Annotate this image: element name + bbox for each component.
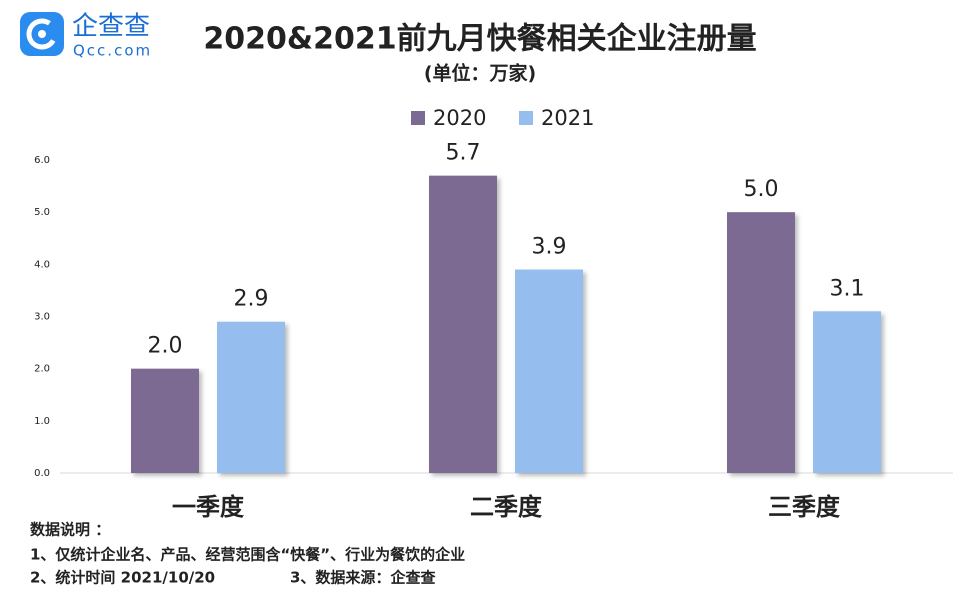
x-tick-label: 三季度 (768, 493, 841, 521)
bar (813, 311, 881, 473)
y-tick-label: 5.0 (34, 207, 50, 218)
x-tick-label: 一季度 (172, 493, 245, 521)
chart-subtitle: (单位：万家) (424, 62, 536, 85)
x-tick-label: 二季度 (470, 493, 543, 521)
y-tick-label: 2.0 (34, 364, 50, 375)
bar (429, 175, 497, 473)
logo-url: Qcc.com (73, 42, 152, 60)
value-label: 3.9 (532, 235, 567, 260)
note: 2、统计时间 2021/10/20 (30, 569, 215, 587)
value-label: 5.0 (744, 177, 779, 202)
y-tick-label: 0.0 (34, 468, 50, 479)
value-label: 5.7 (446, 141, 481, 166)
bar (727, 212, 795, 473)
note: 数据说明 ： (30, 521, 110, 539)
value-label: 2.0 (148, 334, 183, 359)
y-tick-label: 6.0 (34, 155, 50, 166)
legend-swatch (411, 111, 425, 125)
chart-title: 2020&2021前九月快餐相关企业注册量 (203, 22, 756, 57)
bar (131, 368, 199, 473)
bar (515, 269, 583, 473)
note: 3、数据来源：企查查 (290, 569, 436, 587)
y-tick-label: 4.0 (34, 259, 50, 270)
legend-label: 2020 (433, 106, 486, 130)
value-label: 2.9 (234, 287, 269, 312)
y-tick-label: 3.0 (34, 312, 50, 323)
note: 1、仅统计企业名、产品、经营范围含“快餐”、行业为餐饮的企业 (30, 546, 465, 564)
logo-name: 企查查 (72, 12, 150, 42)
logo-glyph (26, 18, 58, 50)
value-label: 3.1 (830, 276, 865, 301)
legend-swatch (519, 111, 533, 125)
legend-label: 2021 (541, 106, 594, 130)
logo-dot (38, 30, 46, 38)
bar (217, 321, 285, 473)
y-tick-label: 1.0 (34, 416, 50, 427)
